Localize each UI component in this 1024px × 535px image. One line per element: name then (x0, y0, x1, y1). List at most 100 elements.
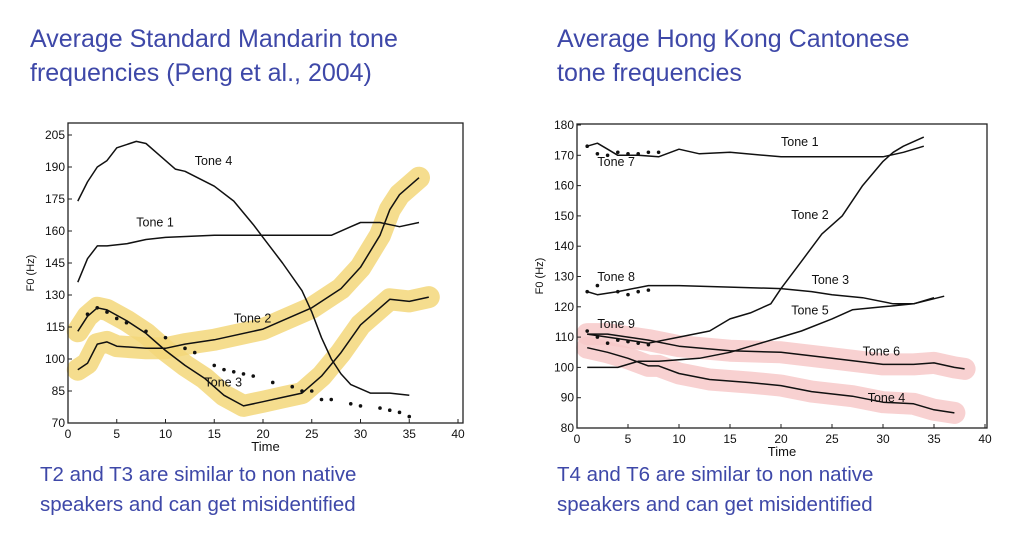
data-point (407, 414, 412, 419)
x-tick-label: 5 (113, 427, 120, 441)
x-tick-label: 15 (723, 432, 737, 446)
y-tick-label: 140 (554, 239, 574, 253)
data-point (616, 150, 620, 155)
series-line (586, 142, 925, 158)
y-tick-label: 145 (45, 256, 65, 270)
data-point (124, 320, 129, 325)
data-point (212, 363, 217, 368)
data-point (378, 406, 382, 410)
series-tone-1: Tone 1 (586, 135, 925, 158)
x-tick-label: 30 (876, 432, 890, 446)
y-tick-label: 100 (554, 360, 574, 374)
data-point (329, 397, 334, 402)
x-tick-label: 5 (625, 432, 632, 446)
series-tone-3: Tone 3 (586, 273, 945, 305)
data-point (348, 402, 353, 406)
series-tone-1: Tone 1 (77, 216, 420, 283)
data-point (595, 151, 600, 156)
y-axis-label: F0 (Hz) (25, 255, 37, 292)
series-label: Tone 9 (597, 317, 635, 331)
y-tick-label: 160 (45, 224, 65, 238)
data-point (585, 144, 589, 149)
y-tick-label: 90 (561, 391, 575, 405)
data-point (646, 288, 651, 292)
y-tick-label: 150 (554, 209, 574, 223)
data-point (183, 346, 187, 351)
data-point (192, 350, 197, 355)
data-point (251, 374, 256, 378)
series-line (586, 284, 945, 305)
data-point (636, 151, 640, 156)
x-axis-label: Time (251, 439, 279, 454)
data-point (626, 151, 630, 156)
y-tick-label: 80 (561, 421, 575, 435)
data-point (636, 341, 640, 345)
left-caption: T2 and T3 are similar to non native spea… (40, 463, 357, 516)
series-dotted (85, 306, 412, 419)
x-tick-label: 30 (354, 427, 368, 441)
data-point (626, 339, 630, 344)
series-line (77, 177, 420, 371)
data-point (270, 380, 275, 385)
y-tick-label: 170 (554, 148, 574, 162)
series-line (587, 346, 955, 414)
series-line (77, 296, 429, 407)
series-label: Tone 3 (205, 376, 243, 390)
data-point (585, 289, 589, 294)
x-tick-label: 10 (672, 432, 686, 446)
x-tick-label: 25 (825, 432, 839, 446)
data-point (605, 153, 610, 158)
x-tick-label: 20 (256, 427, 270, 441)
series-tone-2: Tone 2 (77, 177, 420, 371)
data-point (114, 316, 119, 321)
series-label: Tone 6 (863, 344, 901, 358)
x-tick-label: 10 (159, 427, 173, 441)
y-tick-label: 160 (554, 179, 574, 193)
x-tick-label: 20 (774, 432, 788, 446)
y-tick-label: 175 (45, 192, 65, 206)
data-point (646, 150, 651, 155)
data-point (387, 408, 392, 413)
series-tone-3: Tone 3 (77, 296, 429, 407)
series-label: Tone 2 (234, 312, 272, 326)
data-point (646, 342, 651, 347)
series-label: Tone 5 (791, 303, 829, 317)
x-tick-label: 40 (978, 432, 992, 446)
series-label: Tone 1 (781, 135, 819, 149)
series-label: Tone 8 (597, 270, 635, 284)
series-line (587, 296, 935, 369)
plot-frame (67, 122, 464, 424)
data-point (85, 312, 90, 317)
mandarin-chart: 0 5 10 15 20 25 30 35 40 70 85 100 115 130 145 160 175 19… (25, 122, 465, 454)
y-tick-label: 85 (52, 384, 66, 398)
data-point (231, 370, 236, 374)
data-point (397, 410, 402, 415)
x-axis-label: Time (768, 444, 796, 459)
series-tone-5: Tone 5 (587, 296, 935, 369)
data-point (144, 329, 148, 334)
data-point (616, 289, 620, 294)
data-point (163, 335, 168, 340)
series-label: Tone 3 (812, 273, 850, 287)
series-line (587, 136, 925, 344)
highlight-band (66, 166, 430, 381)
series-tone-7: Tone 7 (585, 144, 661, 169)
series-tone-4: Tone 4 (77, 140, 410, 397)
x-tick-label: 35 (403, 427, 417, 441)
y-tick-label: 190 (45, 160, 65, 174)
y-tick-label: 180 (554, 118, 574, 132)
data-point (358, 404, 363, 408)
y-tick-label: 130 (45, 288, 65, 302)
data-point (595, 283, 600, 288)
right-caption: T4 and T6 are similar to non native spea… (557, 463, 874, 516)
data-point (300, 389, 304, 393)
y-tick-label: 120 (554, 300, 574, 314)
left-title: Average Standard Mandarin tone frequenci… (30, 25, 398, 87)
x-tick-label: 0 (574, 432, 581, 446)
y-tick-label: 205 (45, 128, 65, 142)
data-point (595, 335, 600, 339)
data-point (605, 341, 610, 345)
y-axis-label: F0 (Hz) (534, 258, 546, 295)
x-tick-label: 25 (305, 427, 319, 441)
